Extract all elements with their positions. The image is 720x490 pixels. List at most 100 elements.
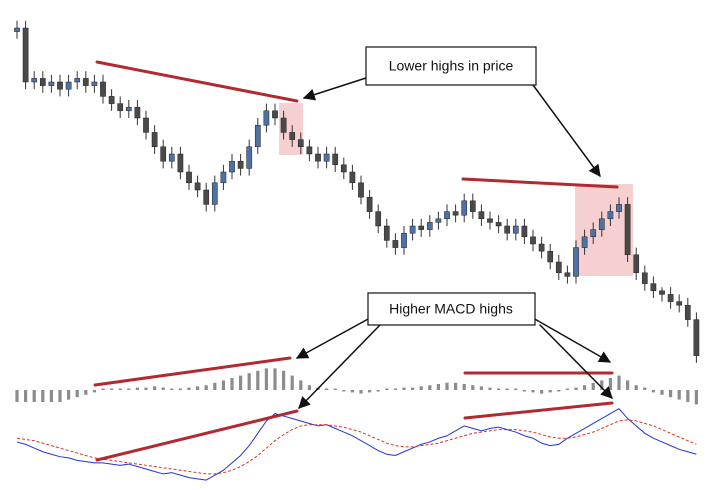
candle-body [31, 78, 38, 83]
candle-body [151, 132, 158, 148]
candle-body [91, 81, 98, 86]
histogram-bar [591, 382, 595, 390]
histogram-bar [479, 386, 483, 390]
candle-body [332, 153, 339, 166]
histogram-bar [127, 388, 131, 390]
candle-body [22, 27, 29, 83]
arrow [298, 324, 381, 409]
histogram-bar [15, 390, 19, 402]
candle-body [684, 304, 691, 320]
candle-body [65, 81, 72, 90]
candle-body [203, 189, 210, 205]
candle-body [590, 229, 597, 238]
candle-body [177, 153, 184, 173]
histogram-bar [694, 390, 698, 405]
histogram-bar [75, 390, 79, 398]
histogram-bar [84, 390, 88, 395]
histogram-bar [282, 370, 286, 390]
candle-body [375, 211, 382, 227]
histogram-bar [161, 387, 165, 390]
candle-body [39, 78, 46, 86]
histogram-bar [264, 368, 268, 390]
histogram-bar [41, 390, 45, 402]
macd-line [16, 408, 697, 481]
histogram-bar [256, 370, 260, 390]
histogram-bar [583, 385, 587, 390]
candle-body [487, 218, 493, 223]
candle-body [349, 171, 356, 184]
histogram-bar [557, 390, 561, 392]
histogram-bar [350, 390, 354, 393]
arrow [532, 317, 612, 363]
histogram-bar [660, 390, 664, 395]
candle-body [452, 211, 459, 216]
histogram-bar [462, 384, 466, 390]
histogram-bar [110, 388, 114, 390]
candle-body [607, 211, 614, 220]
histogram-bar [617, 375, 621, 390]
histogram-bar [393, 388, 397, 390]
histogram-bar [411, 387, 415, 390]
trend-line [95, 60, 299, 103]
arrow [532, 84, 601, 177]
candle-body [263, 110, 270, 126]
callout-text: Lower highs in price [389, 58, 514, 74]
candle-body [194, 182, 201, 191]
candle-body [538, 243, 545, 252]
candle-body [323, 153, 330, 162]
histogram-bar [522, 390, 526, 392]
highlights [279, 103, 633, 276]
candle-body [57, 81, 63, 90]
candle-body [358, 182, 364, 198]
histogram-bar [32, 390, 36, 402]
candle-body [478, 211, 485, 220]
histogram-bar [600, 380, 604, 390]
histogram-bar [548, 390, 552, 393]
histogram-bar [385, 388, 389, 390]
candle-body [254, 124, 261, 148]
histogram-bar [92, 390, 96, 393]
histogram-bar [359, 390, 363, 394]
callout-box [365, 46, 537, 86]
candle-body [160, 146, 167, 162]
candle-body [108, 96, 115, 104]
histogram-bar [436, 384, 440, 390]
arrow [539, 324, 613, 399]
histogram-bar [651, 390, 655, 393]
histogram-bar [634, 385, 638, 390]
histogram-bar [221, 380, 225, 390]
candle-body [14, 27, 20, 32]
histogram-bar [428, 385, 432, 390]
histogram-bar [204, 385, 208, 390]
candle-body [693, 319, 700, 356]
candle-body [100, 81, 106, 97]
candle-body [676, 301, 683, 306]
histogram-bar [505, 388, 509, 390]
candle-body [401, 232, 407, 248]
candle-body [461, 200, 468, 216]
macd-line [16, 419, 697, 475]
histogram-bar [24, 390, 28, 402]
candle-body [246, 146, 253, 169]
highlight [575, 184, 633, 276]
histogram-bar [677, 390, 681, 400]
histogram-bar [299, 380, 303, 390]
candle-body [444, 211, 450, 220]
trend-line [95, 409, 299, 462]
candle-body [598, 218, 605, 230]
candle-body [306, 146, 313, 155]
histogram-bar [333, 388, 337, 390]
candle-body [659, 290, 665, 295]
histogram-bar [626, 380, 630, 390]
candle-body [82, 78, 89, 86]
candle-body [237, 160, 244, 169]
candle-body [392, 240, 399, 248]
histogram-bar [445, 382, 449, 390]
histogram-bar [144, 387, 148, 390]
histogram-bar [471, 385, 475, 390]
histogram-bar [239, 375, 243, 390]
histogram-bar [49, 390, 53, 402]
histogram-bar [290, 375, 294, 390]
candle-body [616, 204, 622, 212]
